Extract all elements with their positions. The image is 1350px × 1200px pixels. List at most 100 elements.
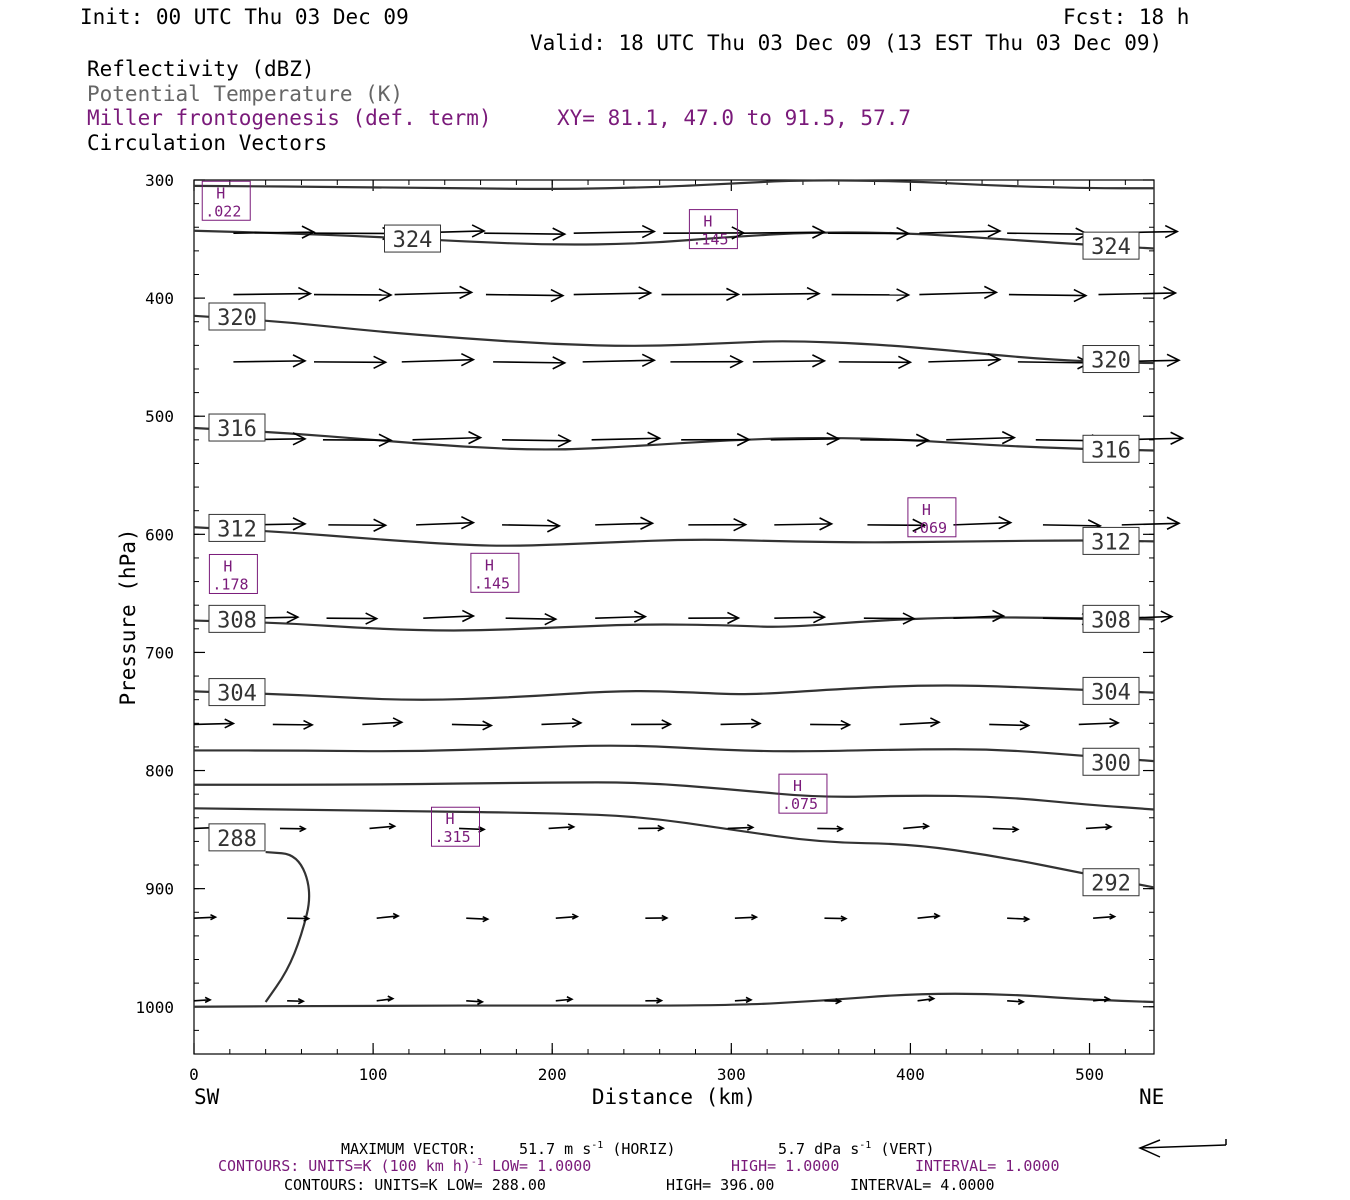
- vector-head: [471, 224, 486, 238]
- circulation-vector: [233, 225, 316, 239]
- circulation-vector: [734, 913, 759, 921]
- vector-head: [567, 823, 576, 831]
- contour-label-box: [208, 604, 266, 633]
- circulation-vector: [272, 719, 314, 730]
- vector-head: [298, 286, 313, 301]
- contours-theta: CONTOURS: UNITS=K LOW= 288.00: [284, 1176, 546, 1194]
- vector-head: [301, 225, 316, 239]
- circulation-vector: [193, 718, 236, 729]
- y-tick-label: 900: [145, 880, 174, 899]
- contour-label-304: 304: [1082, 676, 1140, 705]
- circulation-vector: [1007, 998, 1026, 1006]
- vector-shaft: [376, 915, 399, 919]
- vector-head: [638, 286, 653, 300]
- circulation-vector: [824, 998, 843, 1005]
- circulation-vector: [591, 431, 662, 445]
- vector-head: [546, 519, 562, 533]
- circulation-vector: [774, 517, 834, 531]
- vector-head: [840, 915, 848, 922]
- contours-frontogenesis: CONTOURS: UNITS=K (100 km h)-1 LOW= 1.00…: [218, 1157, 591, 1175]
- frontogenesis-h-label: H: [445, 810, 454, 828]
- vector-shaft: [917, 915, 940, 919]
- contour-label-text: 308: [217, 608, 257, 633]
- circulation-vector: [770, 432, 841, 446]
- contour-label-text: 304: [1091, 680, 1131, 705]
- vector-head: [392, 912, 400, 920]
- circulation-vector: [502, 519, 562, 533]
- vector-shaft: [774, 523, 832, 526]
- circulation-vector: [412, 430, 483, 445]
- vector-shaft: [394, 291, 472, 296]
- vector-shaft: [484, 232, 565, 235]
- circulation-vector: [774, 610, 827, 624]
- direction-sw: SW: [194, 1085, 220, 1109]
- vector-head: [1166, 516, 1181, 530]
- vector-shaft: [595, 615, 646, 619]
- circulation-vector: [992, 825, 1020, 833]
- contour-label-text: 316: [1091, 438, 1131, 463]
- direction-ne: NE: [1139, 1085, 1164, 1109]
- circulation-vector: [743, 225, 827, 239]
- vector-head: [299, 825, 307, 833]
- theta-contour-288: [264, 850, 311, 1003]
- vector-head: [751, 913, 759, 921]
- vector-head: [647, 431, 662, 445]
- circulation-vector: [1121, 516, 1181, 530]
- frontogenesis-value: .315: [434, 828, 470, 846]
- contour-label-288: 288: [208, 823, 266, 852]
- frontogenesis-h-label: H: [703, 213, 712, 231]
- vector-head: [1109, 913, 1117, 920]
- vector-head: [204, 996, 212, 1004]
- x-tick-label: 100: [359, 1065, 388, 1084]
- y-tick-label: 800: [145, 762, 174, 781]
- vector-shaft: [485, 293, 563, 297]
- contour-labels: 324 324 320 320 316 316 312 312 308 308 304 304 300 2…: [208, 224, 1140, 897]
- vector-shaft: [401, 358, 474, 363]
- vector-head: [641, 353, 657, 368]
- circulation-vector: [838, 355, 913, 370]
- frontogenesis-value: .145: [692, 231, 728, 249]
- frontogenesis-box: [907, 497, 957, 538]
- vector-head: [1109, 717, 1120, 728]
- vector-head: [459, 285, 474, 300]
- vector-head: [224, 718, 236, 729]
- vector-shaft: [466, 1000, 483, 1003]
- contour-label-box: [208, 513, 266, 542]
- circulation-vector: [555, 996, 574, 1003]
- contour-label-box: [208, 823, 266, 852]
- vector-shaft: [362, 721, 402, 726]
- vector-head: [571, 717, 583, 728]
- vector-head: [378, 288, 393, 302]
- circulation-vector: [423, 609, 476, 623]
- contour-label-box: [1082, 604, 1140, 633]
- circulation-vector: [824, 915, 848, 922]
- vector-head: [482, 915, 490, 923]
- circulation-vector: [688, 517, 748, 532]
- legend-xy-endpoints: XY= 81.1, 47.0 to 91.5, 57.7: [557, 106, 911, 130]
- vector-head: [387, 995, 395, 1002]
- vector-shaft: [953, 521, 1011, 526]
- circulation-vector: [681, 432, 751, 447]
- x-axis-title: Distance (km): [592, 1085, 756, 1109]
- vector-head: [806, 286, 821, 301]
- vector-shaft: [1007, 232, 1088, 235]
- frontogenesis-box: [688, 209, 738, 250]
- circulation-vector: [573, 224, 657, 239]
- vector-shaft: [548, 826, 574, 830]
- vector-head: [482, 720, 494, 731]
- circulation-vector: [595, 610, 648, 623]
- frontogenesis-box: [208, 553, 258, 594]
- circulation-vector: [362, 717, 404, 728]
- contour-label-320: 320: [208, 302, 266, 331]
- theta-contour-320: [193, 314, 1155, 365]
- circulation-vector: [810, 719, 852, 730]
- vector-shaft: [903, 825, 929, 830]
- contour-label-text: 312: [217, 517, 257, 542]
- x-tick-label: 300: [717, 1065, 746, 1084]
- contour-label-text: 324: [393, 228, 433, 253]
- contour-label-box: [1082, 868, 1140, 897]
- frontogenesis-h-label: H: [793, 777, 802, 795]
- vector-head: [729, 354, 744, 369]
- circulation-vector: [394, 285, 474, 300]
